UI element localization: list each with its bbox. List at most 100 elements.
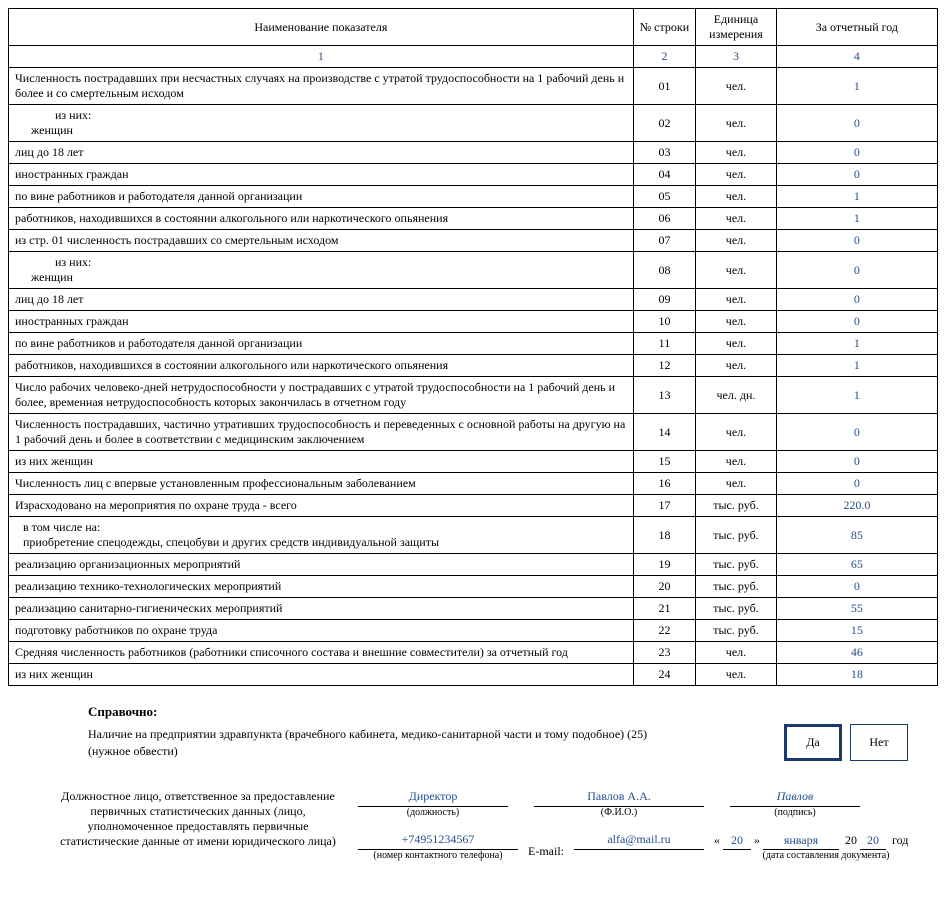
- hdr-name: Наименование показателя: [9, 9, 634, 46]
- sign-value: Павлов: [730, 789, 860, 807]
- table-row: Средняя численность работников (работник…: [9, 642, 938, 664]
- cell-name: из них:женщин: [9, 252, 634, 289]
- cell-value: 1: [776, 377, 937, 414]
- cell-line: 05: [633, 186, 695, 208]
- cell-name: из стр. 01 численность пострадавших со с…: [9, 230, 634, 252]
- cell-unit: тыс. руб.: [696, 495, 777, 517]
- cell-value: 1: [776, 68, 937, 105]
- cell-line: 16: [633, 473, 695, 495]
- cell-value: 1: [776, 186, 937, 208]
- cell-name: по вине работников и работодателя данной…: [9, 333, 634, 355]
- cell-line: 09: [633, 289, 695, 311]
- responsible-person-text: Должностное лицо, ответственное за предо…: [58, 789, 338, 861]
- indicators-table: Наименование показателя № строки Единица…: [8, 8, 938, 686]
- option-yes[interactable]: Да: [784, 724, 842, 761]
- hdr-unit: Единица измерения: [696, 9, 777, 46]
- cell-name: Численность лиц с впервые установленным …: [9, 473, 634, 495]
- table-row: из них:женщин02чел.0: [9, 105, 938, 142]
- position-value: Директор: [358, 789, 508, 807]
- cell-unit: тыс. руб.: [696, 576, 777, 598]
- cell-value: 0: [776, 414, 937, 451]
- cell-name: лиц до 18 лет: [9, 142, 634, 164]
- cell-value: 0: [776, 142, 937, 164]
- colnum-1: 1: [9, 46, 634, 68]
- cell-line: 08: [633, 252, 695, 289]
- table-row: Численность пострадавших при несчастных …: [9, 68, 938, 105]
- table-header-row: Наименование показателя № строки Единица…: [9, 9, 938, 46]
- cell-line: 19: [633, 554, 695, 576]
- phone-caption: (номер контактного телефона): [358, 850, 518, 861]
- table-row: Численность лиц с впервые установленным …: [9, 473, 938, 495]
- cell-value: 220.0: [776, 495, 937, 517]
- cell-value: 0: [776, 451, 937, 473]
- cell-name: из них женщин: [9, 451, 634, 473]
- date-open: «: [714, 833, 720, 847]
- cell-value: 0: [776, 164, 937, 186]
- cell-value: 1: [776, 208, 937, 230]
- reference-block: Справочно: Наличие на предприятии здравп…: [88, 704, 908, 761]
- cell-value: 15: [776, 620, 937, 642]
- cell-line: 17: [633, 495, 695, 517]
- fio-caption: (Ф.И.О.): [534, 807, 704, 818]
- cell-name: Число рабочих человеко-дней нетрудоспосо…: [9, 377, 634, 414]
- cell-unit: чел.: [696, 164, 777, 186]
- cell-unit: тыс. руб.: [696, 517, 777, 554]
- table-row: работников, находившихся в состоянии алк…: [9, 208, 938, 230]
- cell-unit: чел.: [696, 451, 777, 473]
- cell-line: 11: [633, 333, 695, 355]
- date-year-word: год: [892, 833, 908, 847]
- colnum-2: 2: [633, 46, 695, 68]
- cell-value: 55: [776, 598, 937, 620]
- reference-line2: (нужное обвести): [88, 744, 178, 758]
- hdr-value: За отчетный год: [776, 9, 937, 46]
- email-value: alfa@mail.ru: [574, 832, 704, 850]
- cell-unit: чел. дн.: [696, 377, 777, 414]
- cell-name: из них женщин: [9, 664, 634, 686]
- cell-value: 1: [776, 333, 937, 355]
- cell-name: иностранных граждан: [9, 164, 634, 186]
- cell-value: 1: [776, 355, 937, 377]
- contact-row: +74951234567 (номер контактного телефона…: [358, 832, 938, 861]
- cell-name: лиц до 18 лет: [9, 289, 634, 311]
- cell-line: 22: [633, 620, 695, 642]
- cell-line: 07: [633, 230, 695, 252]
- cell-unit: чел.: [696, 311, 777, 333]
- cell-unit: чел.: [696, 252, 777, 289]
- cell-value: 65: [776, 554, 937, 576]
- cell-name: из них:женщин: [9, 105, 634, 142]
- table-row: лиц до 18 лет03чел.0: [9, 142, 938, 164]
- cell-value: 0: [776, 252, 937, 289]
- cell-unit: чел.: [696, 355, 777, 377]
- cell-name: Израсходовано на мероприятия по охране т…: [9, 495, 634, 517]
- cell-value: 18: [776, 664, 937, 686]
- cell-name: в том числе на:приобретение спецодежды, …: [9, 517, 634, 554]
- cell-line: 13: [633, 377, 695, 414]
- table-row: Израсходовано на мероприятия по охране т…: [9, 495, 938, 517]
- table-row: иностранных граждан10чел.0: [9, 311, 938, 333]
- cell-name: реализацию технико-технологических мероп…: [9, 576, 634, 598]
- table-colnum-row: 1 2 3 4: [9, 46, 938, 68]
- option-no[interactable]: Нет: [850, 724, 908, 761]
- sign-caption: (подпись): [730, 807, 860, 818]
- table-row: реализацию санитарно-гигиенических мероп…: [9, 598, 938, 620]
- date-caption: (дата составления документа): [714, 850, 938, 861]
- reference-line1: Наличие на предприятии здравпункта (врач…: [88, 727, 647, 741]
- date-yyprefix: 20: [845, 833, 857, 847]
- cell-unit: чел.: [696, 142, 777, 164]
- cell-name: Численность пострадавших при несчастных …: [9, 68, 634, 105]
- table-row: реализацию технико-технологических мероп…: [9, 576, 938, 598]
- cell-line: 24: [633, 664, 695, 686]
- cell-line: 01: [633, 68, 695, 105]
- email-label: E-mail:: [528, 844, 564, 861]
- cell-name: Численность пострадавших, частично утрат…: [9, 414, 634, 451]
- table-row: иностранных граждан04чел.0: [9, 164, 938, 186]
- cell-line: 21: [633, 598, 695, 620]
- cell-value: 0: [776, 473, 937, 495]
- table-row: из них женщин24чел.18: [9, 664, 938, 686]
- cell-value: 46: [776, 642, 937, 664]
- date-day: 20: [723, 833, 751, 850]
- cell-unit: тыс. руб.: [696, 554, 777, 576]
- cell-unit: чел.: [696, 664, 777, 686]
- cell-unit: тыс. руб.: [696, 620, 777, 642]
- cell-unit: чел.: [696, 333, 777, 355]
